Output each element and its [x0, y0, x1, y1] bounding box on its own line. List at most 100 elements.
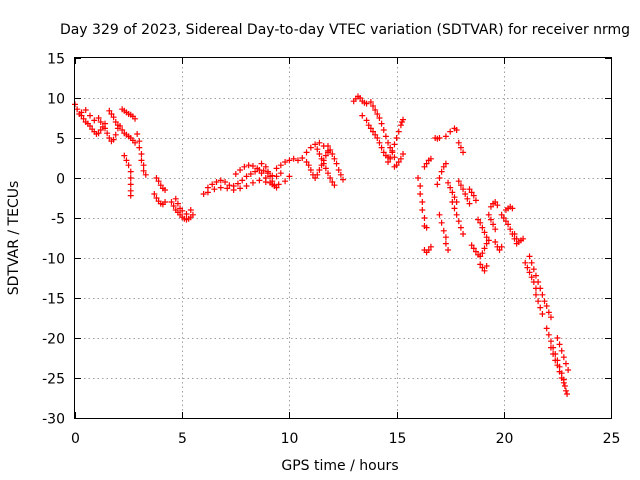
series-arc17 — [314, 146, 338, 189]
data-point — [558, 375, 565, 381]
data-point — [157, 182, 164, 189]
data-point — [286, 157, 293, 164]
series-arc43 — [502, 203, 516, 213]
data-point — [155, 178, 162, 185]
series-arc31 — [445, 179, 460, 205]
grid-lines — [75, 58, 611, 418]
data-point — [322, 152, 329, 159]
data-point — [434, 181, 441, 188]
data-point — [372, 107, 379, 113]
data-point — [172, 195, 179, 202]
data-point — [466, 186, 473, 193]
data-point — [153, 195, 160, 201]
data-point — [324, 170, 331, 177]
data-point — [217, 184, 224, 191]
data-point — [168, 199, 175, 205]
data-point — [385, 139, 392, 146]
series-arc24 — [415, 175, 430, 231]
data-point — [95, 115, 102, 121]
series-arc15 — [273, 139, 331, 172]
x-tick-label: 5 — [178, 431, 187, 447]
series-arc26 — [432, 135, 443, 142]
data-point — [204, 189, 211, 196]
data-point — [502, 218, 509, 225]
data-point — [134, 131, 141, 137]
data-point — [477, 219, 484, 226]
series-arc20 — [359, 112, 394, 162]
data-point — [479, 264, 486, 271]
data-point — [269, 178, 276, 185]
data-point — [224, 185, 231, 192]
data-point — [543, 325, 550, 332]
data-point — [395, 159, 402, 165]
data-point — [481, 229, 488, 236]
data-point — [507, 226, 514, 233]
data-point — [307, 167, 314, 173]
x-tick-label: 20 — [496, 431, 514, 447]
data-point — [234, 180, 241, 187]
data-point — [140, 162, 147, 169]
data-point — [440, 227, 447, 234]
data-point — [174, 200, 181, 207]
data-point — [376, 115, 383, 121]
data-point — [91, 117, 98, 124]
data-point — [494, 202, 501, 209]
data-point — [436, 175, 443, 181]
data-point — [447, 184, 454, 191]
data-point — [74, 106, 81, 113]
data-point — [419, 199, 426, 205]
data-point — [475, 216, 482, 223]
data-point — [305, 162, 312, 169]
data-point — [359, 112, 366, 119]
data-point — [102, 125, 109, 132]
data-point — [397, 155, 404, 162]
data-point — [320, 160, 327, 167]
series-arc36 — [468, 240, 490, 260]
data-point — [400, 116, 407, 123]
data-point — [453, 127, 460, 133]
data-point — [447, 128, 454, 135]
data-point — [492, 199, 499, 205]
data-point — [498, 243, 505, 250]
data-point — [222, 179, 229, 185]
data-point — [395, 128, 402, 135]
data-point — [526, 253, 533, 260]
data-point — [558, 347, 565, 354]
data-point — [258, 160, 265, 167]
data-point — [393, 162, 400, 169]
data-point — [451, 194, 458, 201]
data-point — [312, 175, 319, 181]
data-point — [112, 131, 119, 138]
y-tick-label: -25 — [42, 372, 65, 388]
data-point — [509, 205, 516, 212]
data-point — [543, 303, 550, 309]
data-point — [273, 173, 280, 180]
data-point — [153, 175, 160, 181]
data-point — [539, 311, 546, 317]
data-point — [485, 237, 492, 244]
data-point — [258, 170, 265, 177]
data-point — [87, 123, 94, 129]
data-point — [423, 224, 430, 231]
data-point — [142, 171, 149, 178]
data-point — [505, 221, 512, 228]
series-arc14 — [258, 160, 280, 191]
data-point — [299, 155, 306, 161]
data-point — [483, 263, 490, 269]
data-point — [477, 253, 484, 260]
x-axis: 0 5 10 15 20 25 — [71, 58, 620, 447]
data-point — [367, 125, 374, 132]
data-point — [209, 181, 216, 188]
data-point — [316, 151, 323, 157]
data-point — [314, 171, 321, 178]
data-point — [457, 182, 464, 189]
data-point — [425, 247, 432, 253]
data-point — [472, 197, 479, 204]
series-arc33 — [455, 139, 467, 156]
data-point — [217, 177, 224, 184]
data-point — [132, 139, 139, 146]
series-arc19 — [350, 93, 370, 107]
series-arc47 — [532, 291, 546, 317]
series-arc4 — [119, 106, 139, 122]
